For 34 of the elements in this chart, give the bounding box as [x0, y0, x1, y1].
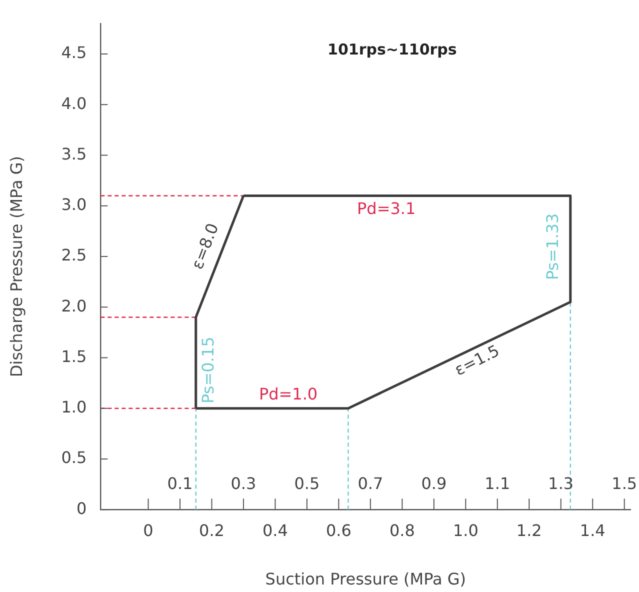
x-tick-label: 0.6: [326, 520, 352, 540]
text: 101rps~110rps: [328, 40, 457, 58]
x-tick-label: 1.0: [452, 520, 478, 540]
y-tick-label: 2.5: [61, 246, 87, 265]
x-tick-label: 1.4: [580, 520, 606, 540]
x-tick-label: 0: [143, 520, 154, 540]
x-tick-label: 0.2: [199, 520, 224, 540]
y-tick-label: 0.5: [61, 448, 87, 468]
x2-tick-label: 1.5: [612, 474, 638, 493]
x2-tick-label: 0.7: [358, 474, 384, 493]
x2-tick-label: 1.1: [484, 474, 510, 493]
y-tick-label: 2.0: [61, 296, 87, 316]
x2-tick-label: 0.9: [421, 474, 447, 493]
x-tick-label: 1.2: [516, 520, 542, 540]
y-tick-label: 0: [76, 498, 87, 518]
y-tick-label: 3.0: [61, 195, 87, 214]
annotation: Pd=1.0: [258, 384, 318, 404]
y-tick-label: 1.5: [61, 346, 87, 366]
x2-tick-label: 0.3: [230, 474, 256, 493]
x2-tick-label: 0.5: [294, 474, 320, 493]
x2-tick-label: 1.3: [548, 474, 574, 493]
y-tick-label: 3.5: [61, 144, 87, 164]
annotation: Pd=3.1: [357, 198, 416, 218]
annotation: ε=8.0: [187, 220, 222, 272]
y-tick-label: 4.5: [61, 43, 87, 62]
x-tick-label: 0.4: [262, 520, 288, 540]
x-tick-label: 0.8: [389, 520, 415, 540]
y-tick-label: 4.0: [61, 94, 87, 113]
annotation: Ps=0.15: [198, 336, 218, 404]
x-axis-title: Suction Pressure (MPa G): [265, 570, 466, 589]
y-axis-title: Discharge Pressure (MPa G): [6, 156, 26, 378]
annotation: Ps=1.33: [543, 213, 562, 280]
y-tick-label: 1.0: [61, 398, 87, 417]
x2-tick-label: 0.1: [167, 474, 193, 493]
